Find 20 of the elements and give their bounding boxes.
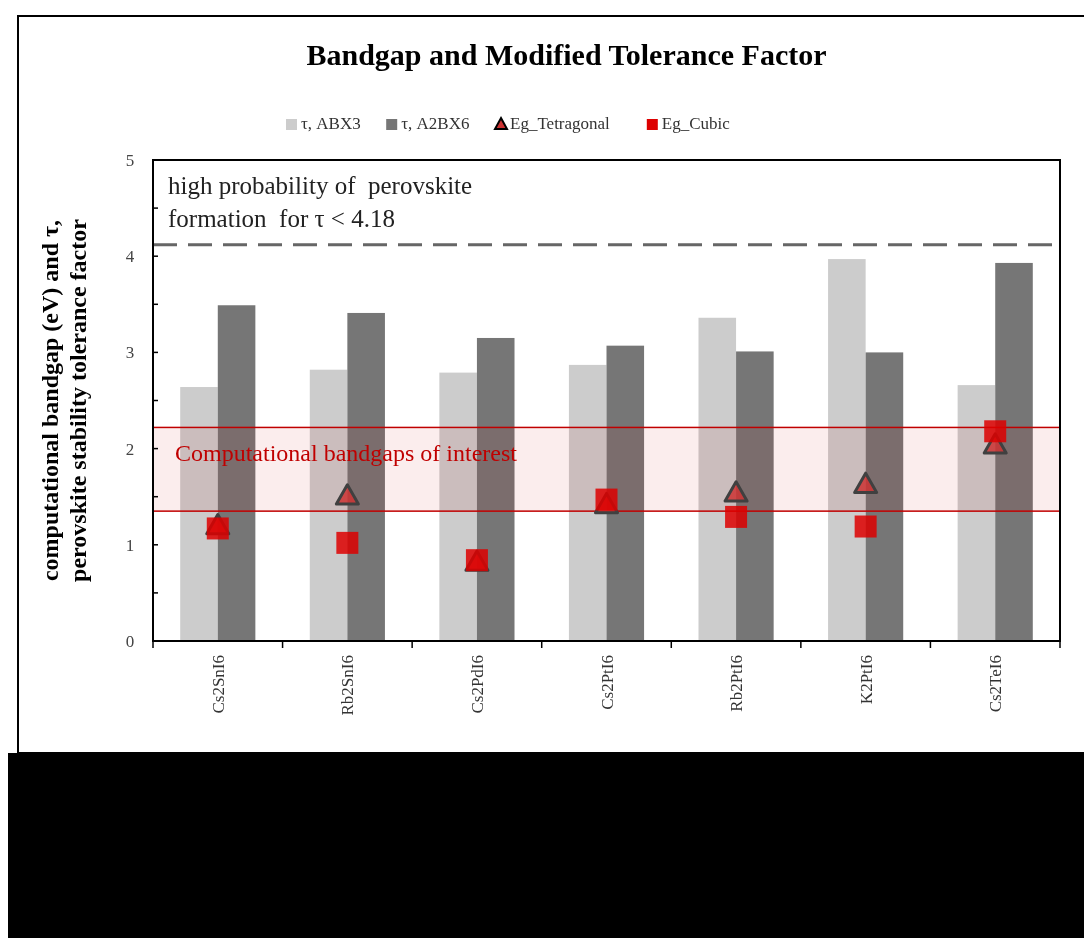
legend-label: Eg_Cubic: [661, 114, 731, 133]
x-tick-label: Cs2SnI6: [208, 655, 228, 714]
x-tick-label: K2PtI6: [856, 655, 876, 705]
x-tick-label: Rb2SnI6: [338, 655, 358, 716]
legend-label: τ, ABX3: [301, 114, 361, 133]
y-tick-label: 1: [125, 535, 135, 555]
chart-title: Bandgap and Modified Tolerance Factor: [306, 38, 827, 71]
legend-label: Eg_Tetragonal: [510, 114, 611, 133]
y-tick-label: 0: [125, 632, 135, 651]
x-tick-label: Cs2PtI6: [597, 655, 617, 710]
x-tick-label: Cs2TeI6: [986, 655, 1006, 713]
y-axis-title: computational bandgap (eV) and τ, perovskite stability tolerance factor: [37, 218, 91, 582]
y-tick-label: 3: [125, 343, 135, 363]
y-tick-label: 2: [125, 439, 135, 459]
ref-line-label: high probability of perovskite formation for τ < 4.18: [168, 172, 473, 232]
y-tick-label: 5: [125, 151, 135, 170]
x-tick-label: Rb2PtI6: [727, 655, 747, 712]
legend-label: τ, A2BX6: [401, 114, 470, 133]
y-tick-label: 4: [125, 247, 135, 267]
x-tick-label: Cs2PdI6: [467, 655, 487, 714]
